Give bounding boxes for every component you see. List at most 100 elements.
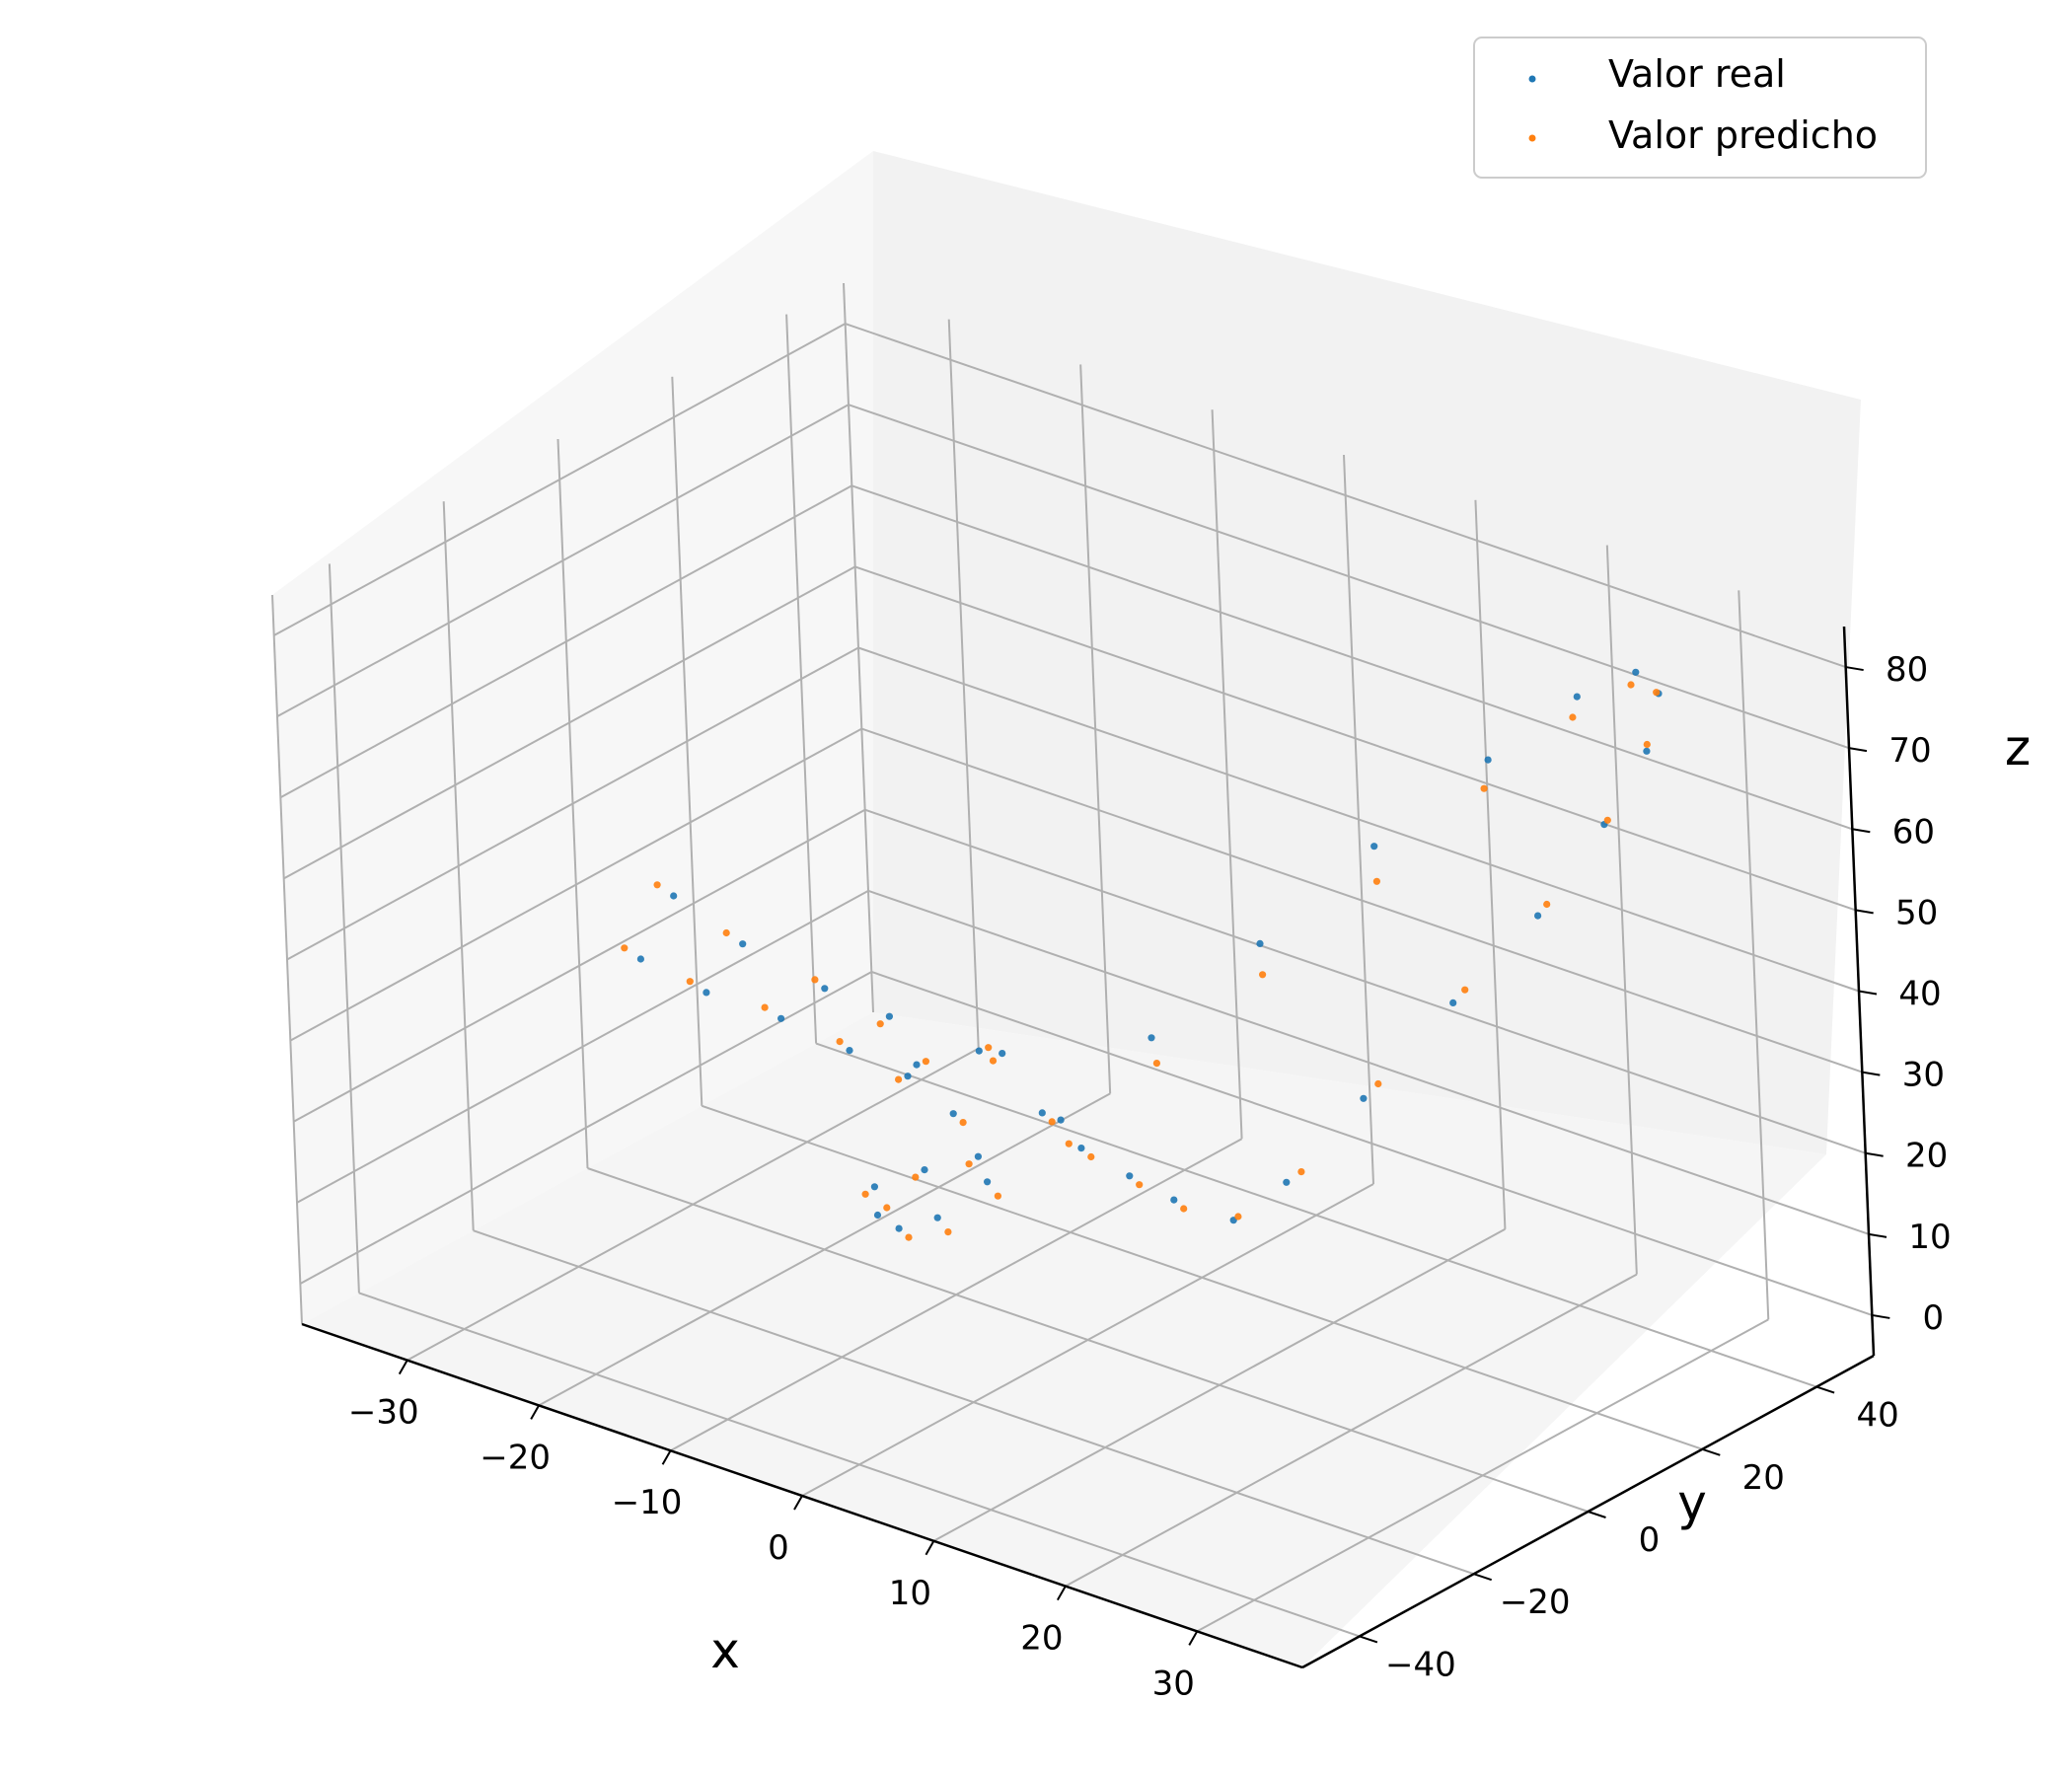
data-point <box>846 1047 853 1055</box>
gridline-x-back-0 <box>1343 454 1374 1185</box>
data-point <box>1370 843 1378 851</box>
side-pane-yz <box>272 151 873 1324</box>
z-tick-mark-40 <box>1858 990 1878 996</box>
scatter-points <box>621 668 1663 1241</box>
data-point <box>1534 912 1542 920</box>
data-point <box>1170 1196 1178 1204</box>
data-point <box>1653 689 1661 697</box>
data-point <box>1065 1140 1073 1147</box>
data-point <box>1136 1181 1144 1189</box>
data-point <box>921 1166 928 1174</box>
z-tick-mark-0 <box>1872 1313 1890 1319</box>
y-tick-mark--20 <box>1473 1573 1493 1582</box>
x-tick-mark-20 <box>1056 1586 1067 1601</box>
legend-marker-valor-real <box>1528 75 1536 83</box>
data-point <box>913 1061 921 1069</box>
data-point <box>985 1044 993 1052</box>
data-point <box>1256 939 1264 948</box>
pane-edge-side <box>271 594 303 1325</box>
series-valor-real <box>636 668 1663 1232</box>
data-point <box>870 1183 879 1191</box>
back-pane-xz <box>873 151 1861 1154</box>
data-point <box>1627 681 1635 689</box>
data-point <box>1283 1178 1291 1186</box>
legend-label-valor-predicho: Valor predicho <box>1608 113 1878 157</box>
z-axis-label: z <box>2005 719 2031 777</box>
data-point <box>1297 1168 1305 1176</box>
z-tick-mark-30 <box>1862 1071 1881 1076</box>
data-point <box>885 1012 894 1020</box>
data-point <box>959 1119 967 1127</box>
z-tick-label: 70 <box>1888 731 1931 771</box>
data-point <box>1259 971 1267 979</box>
gridline-y-side-40 <box>785 314 818 1044</box>
gridline-y-floor--20 <box>473 1229 1475 1576</box>
x-tick-mark-30 <box>1188 1630 1199 1646</box>
data-point <box>994 1192 1002 1200</box>
y-tick-mark-40 <box>1815 1385 1835 1394</box>
data-point <box>811 976 819 984</box>
data-point <box>912 1173 920 1181</box>
data-point <box>905 1233 913 1241</box>
x-tick-mark--30 <box>398 1360 408 1375</box>
data-point <box>922 1058 930 1066</box>
data-point <box>861 1190 869 1198</box>
data-point <box>1087 1152 1095 1161</box>
z-tick-label: 20 <box>1905 1137 1948 1176</box>
data-point <box>1180 1205 1188 1213</box>
gridline-y-side-0 <box>556 438 589 1169</box>
x-tick-label: 0 <box>768 1528 789 1568</box>
x-tick-label: −10 <box>612 1483 683 1522</box>
x-tick-label: −20 <box>480 1438 551 1477</box>
y-tick-mark-20 <box>1701 1447 1721 1456</box>
gridline-x-back-30 <box>1738 590 1770 1320</box>
data-point <box>1126 1172 1134 1180</box>
z-tick-label: 10 <box>1908 1218 1951 1257</box>
data-point <box>904 1073 912 1080</box>
x-tick-mark-10 <box>925 1540 935 1556</box>
data-point <box>1048 1118 1056 1126</box>
data-point <box>1461 986 1469 994</box>
floor-pane-xy <box>302 1012 1826 1667</box>
data-point <box>739 940 747 948</box>
x-tick-mark--10 <box>661 1449 672 1465</box>
data-point <box>1449 999 1457 1007</box>
x-tick-mark--20 <box>530 1404 541 1420</box>
data-point <box>821 985 829 993</box>
z-tick-mark-10 <box>1868 1232 1887 1238</box>
data-point <box>1573 693 1581 701</box>
data-point <box>777 1014 785 1022</box>
data-point <box>1484 756 1492 764</box>
legend-frame <box>1473 37 1927 179</box>
axes-panes <box>272 151 1861 1667</box>
tick-marks-and-labels: −30 −20 −10 0 10 20 30 −40 −20 0 20 40 0 10 20 30 40 50 60… <box>348 650 1952 1703</box>
x-tick-label: 30 <box>1152 1664 1195 1703</box>
data-point <box>965 1160 973 1168</box>
gridline-y-floor-20 <box>701 1104 1703 1450</box>
z-tick-mark-50 <box>1855 909 1874 915</box>
y-tick-label: −40 <box>1385 1645 1456 1684</box>
data-point <box>1147 1034 1155 1042</box>
data-point <box>1077 1145 1085 1152</box>
gridline-y-floor-40 <box>815 1042 1817 1388</box>
data-point <box>621 944 629 952</box>
x-tick-label: 20 <box>1020 1619 1063 1659</box>
data-point <box>653 881 661 889</box>
data-point <box>1643 747 1651 755</box>
y-tick-mark--40 <box>1359 1635 1378 1644</box>
data-point <box>895 1224 903 1232</box>
gridline-x-back--20 <box>1079 364 1112 1094</box>
gridline-y-floor--40 <box>358 1292 1361 1638</box>
y-axis-label: y <box>1677 1474 1707 1531</box>
data-point <box>686 978 694 986</box>
gridline-x-back--30 <box>947 319 980 1049</box>
z-tick-mark-80 <box>1845 666 1864 672</box>
data-point <box>974 1152 983 1160</box>
data-point <box>999 1050 1006 1058</box>
data-point <box>876 1020 884 1028</box>
data-point <box>1372 877 1380 885</box>
legend-marker-valor-predicho <box>1528 134 1536 142</box>
x-tick-label: 10 <box>889 1574 931 1613</box>
gridline-y-side--40 <box>328 563 360 1294</box>
data-point <box>836 1038 844 1046</box>
